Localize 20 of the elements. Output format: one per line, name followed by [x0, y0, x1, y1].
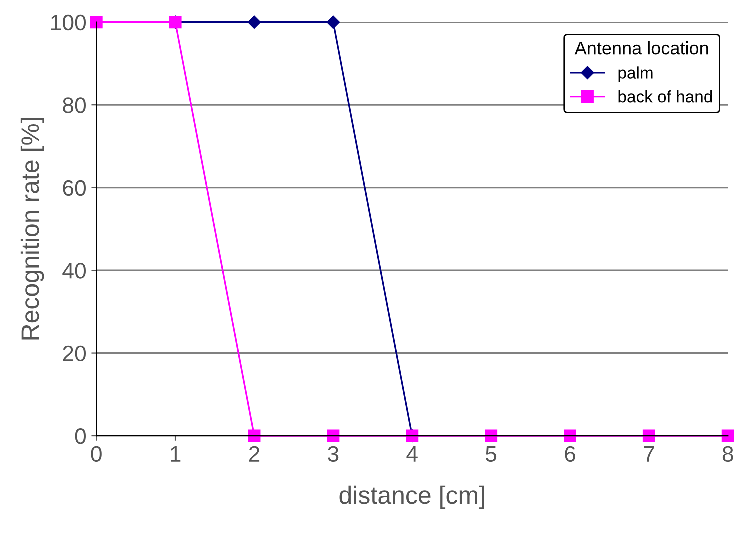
y-tick-label: 20 — [63, 346, 86, 362]
x-tick-label: 8 — [722, 446, 734, 462]
y-axis-title: Recognition rate [%] — [20, 118, 44, 340]
x-tick-label: 4 — [406, 446, 418, 462]
y-tick-label: 80 — [63, 98, 86, 114]
y-tick-label: 100 — [51, 14, 86, 31]
legend-label: back of hand — [618, 90, 712, 103]
x-tick-label: 7 — [644, 446, 654, 462]
y-tick-label: 60 — [63, 180, 86, 196]
legend-title: Antenna location — [574, 41, 708, 55]
y-tick-label: 40 — [62, 263, 86, 279]
x-tick-label: 6 — [565, 446, 576, 462]
y-tick-label: 0 — [75, 428, 86, 444]
legend-label: palm — [618, 66, 653, 82]
x-tick-label: 3 — [328, 446, 339, 462]
x-tick-label: 5 — [486, 446, 497, 462]
x-tick-label: 0 — [91, 446, 102, 462]
x-axis-title: distance [cm] — [340, 486, 484, 510]
x-tick-label: 2 — [249, 446, 260, 462]
x-tick-label: 1 — [171, 446, 181, 462]
